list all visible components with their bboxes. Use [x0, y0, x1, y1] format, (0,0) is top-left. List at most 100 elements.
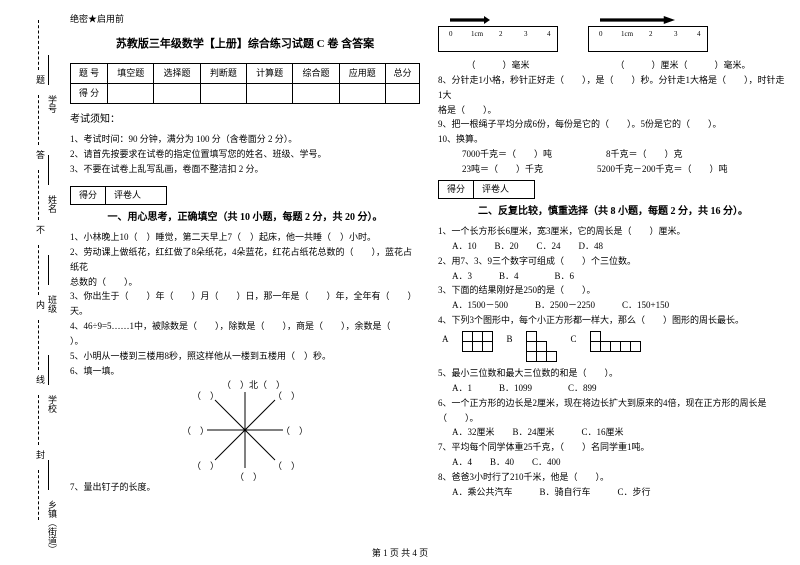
shape-label-a: A [438, 332, 453, 347]
shape-a [463, 332, 493, 352]
header-cell: 选择题 [154, 63, 200, 83]
dash [38, 320, 39, 370]
question-text: 23吨＝（ ）千克 5200千克－200千克＝（ ）吨 [438, 162, 788, 177]
question-text: 3、你出生于（ ）年（ ）月（ ）日，那一年是（ ）年，全年有（ ）天。 [70, 289, 420, 319]
compass-label: （ ） [281, 424, 308, 439]
arrow-icon [450, 16, 490, 24]
arrow-icon [600, 16, 675, 24]
band-label: 评卷人 [474, 181, 534, 198]
question-text: 6、一个正方形的边长是2厘米，现在将边长扩大到原来的4倍，现在正方形的周长是（ … [438, 396, 788, 426]
shapes-row: A B C [438, 332, 788, 362]
compass-label: （ ） [192, 389, 219, 404]
header-cell: 总分 [385, 63, 419, 83]
header-cell: 判断题 [200, 63, 246, 83]
ruler-answer: （ ）厘米（ ）毫米。 [588, 58, 778, 73]
seal-text: 答 [34, 150, 47, 159]
choice-options: A．乘公共汽车 B．骑自行车 C．步行 [438, 485, 788, 500]
dash [38, 20, 39, 70]
compass-label: （ ） [182, 424, 209, 439]
section-1-title: 一、用心思考，正确填空（共 10 小题，每题 2 分，共 20 分）。 [70, 210, 420, 227]
header-cell: 综合题 [293, 63, 339, 83]
ruler-num: 2 [649, 29, 653, 41]
seal-text: 封 [34, 450, 47, 459]
binding-field-class: 班级 [46, 295, 59, 313]
question-text: 7000千克＝（ ）吨 8千克＝（ ）克 [438, 147, 788, 162]
seal-text: 内 [34, 300, 47, 309]
blank-cell [108, 83, 154, 103]
question-text: ）。 [70, 334, 420, 349]
ruler-num: 2 [499, 29, 503, 41]
notice-item: 1、考试时间：90 分钟，满分为 100 分（含卷面分 2 分）。 [70, 132, 420, 147]
choice-options: A．1500－500 B．2500－2250 C．150+150 [438, 298, 788, 313]
ruler-num: 0 [449, 29, 453, 41]
ruler-num: 3 [524, 29, 528, 41]
dash [38, 95, 39, 145]
blank-cell [293, 83, 339, 103]
blank-cell [154, 83, 200, 103]
binding-field-id: 学号 [46, 95, 59, 113]
ruler-num: 1cm [471, 29, 483, 41]
ruler-num: 4 [697, 29, 701, 41]
confidential-label: 绝密★启用前 [70, 12, 420, 27]
notice-item: 3、不要在试卷上乱写乱画，卷面不整洁扣 2 分。 [70, 162, 420, 177]
binding-line [48, 55, 49, 85]
binding-line [48, 255, 49, 285]
ruler-num: 3 [674, 29, 678, 41]
compass-label: （ ） [273, 389, 300, 404]
left-column: 绝密★启用前 苏教版三年级数学【上册】综合练习试题 C 卷 含答案 题 号 填空… [70, 12, 420, 542]
question-text: 5、最小三位数和最大三位数的和是（ ）。 [438, 366, 788, 381]
question-text: 5、小明从一楼到三楼用8秒，照这样他从一楼到五楼用（ ）秒。 [70, 349, 420, 364]
seal-text: 不 [34, 225, 47, 234]
question-text: 4、46÷9=5……1中，被除数是（ ），除数是（ ），商是（ ），余数是（ [70, 319, 420, 334]
arrow-wrap [588, 12, 708, 26]
header-cell: 题 号 [71, 63, 108, 83]
question-text: 10、换算。 [438, 132, 788, 147]
band-label: 得分 [71, 187, 106, 204]
blank-cell [385, 83, 419, 103]
question-text: 9、把一根绳子平均分成6份，每份是它的（ ）。5份是它的（ ）。 [438, 117, 788, 132]
ruler-labels-row: （ ）毫米 （ ）厘米（ ）毫米。 [438, 58, 788, 73]
score-band: 得分 评卷人 [438, 180, 535, 199]
section-2-title: 二、反复比较，慎重选择（共 8 小题，每题 2 分，共 16 分）。 [438, 204, 788, 221]
question-text: 4、下列3个图形中，每个小正方形都一样大，那么（ ）图形的周长最长。 [438, 313, 788, 328]
shape-c [591, 332, 641, 352]
notice-item: 2、请首先按要求在试卷的指定位置填写您的姓名、班级、学号。 [70, 147, 420, 162]
page-content: 绝密★启用前 苏教版三年级数学【上册】综合练习试题 C 卷 含答案 题 号 填空… [70, 12, 790, 542]
band-label: 评卷人 [106, 187, 166, 204]
compass-label: （ ） [192, 459, 219, 474]
binding-margin: 乡镇（街道） 学校 班级 姓名 学号 题 答 不 内 线 封 [8, 0, 63, 565]
compass-label: （ ） [273, 459, 300, 474]
row-label: 得 分 [71, 83, 108, 103]
header-cell: 应用题 [339, 63, 385, 83]
binding-line [48, 355, 49, 385]
page-footer: 第 1 页 共 4 页 [0, 546, 800, 559]
ruler-num: 0 [599, 29, 603, 41]
question-text: 8、爸爸3小时行了210千米，他是（ ）。 [438, 470, 788, 485]
binding-line [48, 155, 49, 185]
blank-cell [200, 83, 246, 103]
blank-cell [339, 83, 385, 103]
choice-options: A．10 B．20 C．24 D．48 [438, 239, 788, 254]
choice-options: A．32厘米 B．24厘米 C．16厘米 [438, 425, 788, 440]
binding-line [48, 460, 49, 490]
dash [38, 170, 39, 220]
question-text: 1、小林晚上10（ ）睡觉，第二天早上7（ ）起床，他一共睡（ ）小时。 [70, 230, 420, 245]
question-text: 格是（ ）。 [438, 103, 788, 118]
question-text: 1、一个长方形长6厘米，宽3厘米，它的周长是（ ）厘米。 [438, 224, 788, 239]
binding-field-school: 学校 [46, 395, 59, 413]
ruler-group: 0 1cm 2 3 4 [438, 12, 558, 54]
table-row: 得 分 [71, 83, 420, 103]
choice-options: A．4 B．40 C．400 [438, 455, 788, 470]
arrow-wrap [438, 12, 558, 26]
binding-field-name: 姓名 [46, 195, 59, 213]
band-label: 得分 [439, 181, 474, 198]
dash [38, 395, 39, 445]
right-column: 0 1cm 2 3 4 0 1cm 2 3 4 [438, 12, 788, 542]
ruler-num: 1cm [621, 29, 633, 41]
compass-diagram: （ ）北（ ） （ ） （ ） （ ） （ ） （ ） （ ） （ ） [190, 380, 300, 480]
seal-text: 线 [34, 375, 47, 384]
seal-text: 题 [34, 75, 47, 84]
question-text: 3、下面的结果刚好是250的是（ ）。 [438, 283, 788, 298]
score-table: 题 号 填空题 选择题 判断题 计算题 综合题 应用题 总分 得 分 [70, 63, 420, 104]
header-cell: 计算题 [247, 63, 293, 83]
